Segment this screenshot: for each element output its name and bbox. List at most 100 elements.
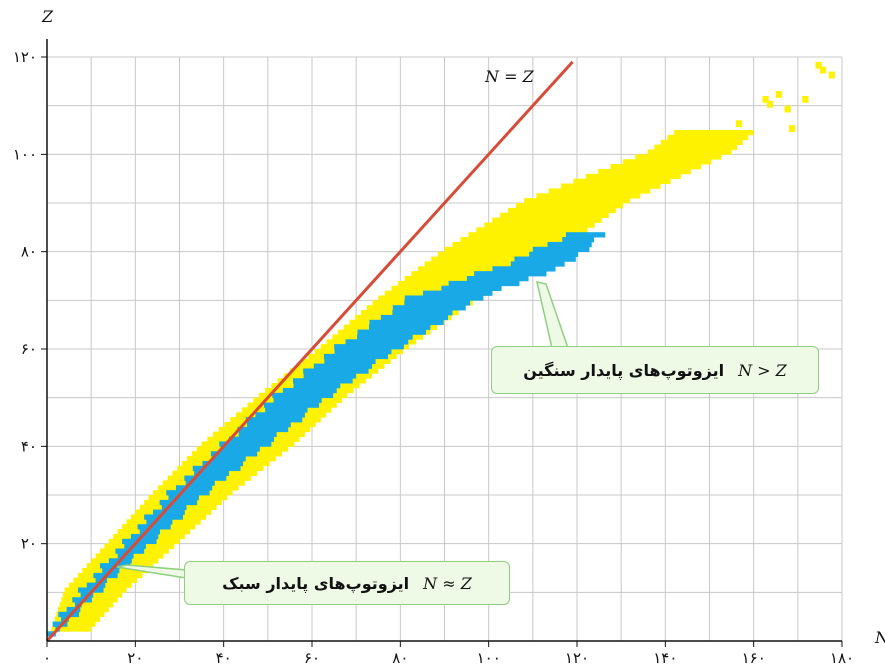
y-tick-label: ۸۰ — [21, 243, 37, 261]
isotope-band-blue-row — [466, 276, 529, 282]
isotope-band-blue-row — [293, 378, 353, 384]
isotope-band-blue-row — [369, 319, 444, 326]
isotope-band-yellow-row — [56, 611, 105, 618]
isotope-band-blue-row — [228, 436, 275, 442]
isotope-band-blue-row — [357, 329, 426, 335]
y-tick-label: ۴۰ — [21, 437, 37, 455]
isotope-band-blue-row — [313, 363, 373, 369]
light-isotopes-callout: ایزوتوپ‌های پایدار سبک N ≈ Z — [184, 561, 510, 605]
isotope-band-blue-row — [220, 446, 260, 452]
isotope-band-blue-row — [159, 499, 198, 506]
n-equals-z-line — [45, 60, 574, 643]
leader-heavy — [536, 281, 570, 349]
isotope-band-blue-row — [272, 392, 334, 399]
isotope-band-yellow-row — [654, 144, 738, 150]
light-isotopes-label: ایزوتوپ‌های پایدار سبک — [222, 573, 410, 593]
x-tick-label: ۱۲۰ — [565, 649, 589, 666]
isotope-band-blue-row — [441, 285, 502, 291]
isotope-band-blue-row — [263, 402, 320, 408]
isotope-band-blue-row — [282, 387, 337, 394]
isotope-point — [766, 100, 774, 108]
isotope-band-blue-row — [334, 344, 404, 350]
isotope-band-blue-row — [137, 524, 171, 530]
isotope-band-blue-row — [130, 533, 159, 540]
isotope-band-blue-row — [72, 597, 92, 603]
isotope-band-blue-row — [52, 621, 68, 627]
isotope-band-blue-row — [192, 465, 241, 472]
isotope-band-blue-row — [124, 543, 146, 549]
x-tick-label: ۱۸۰ — [830, 649, 854, 666]
isotope-band-blue-row — [184, 475, 227, 481]
isotope-band-blue-row — [185, 480, 215, 486]
isotope-band-yellow-row — [460, 237, 574, 243]
isotope-band-yellow-row — [524, 198, 630, 204]
isotope-band-yellow-row — [484, 222, 595, 228]
isotope-band-blue-row — [58, 611, 79, 618]
isotope-band-yellow-row — [674, 130, 754, 136]
isotope-band-yellow-row — [635, 154, 722, 160]
isotope-band-blue-row — [255, 412, 305, 418]
isotope-band-blue-row — [146, 519, 173, 525]
x-tick-label: ۲۰ — [127, 649, 143, 666]
isotope-band-yellow-row — [508, 207, 616, 214]
isotope-band-yellow-row — [476, 227, 588, 233]
isotope-band-blue-row — [293, 383, 341, 389]
isotope-band-yellow-row — [667, 134, 749, 141]
isotope-point — [784, 105, 791, 113]
isotope-band-blue-row — [153, 509, 185, 515]
y-axis-label: Z — [41, 7, 54, 26]
y-tick-label: ۱۰۰ — [13, 145, 37, 163]
isotope-band-blue-row — [529, 251, 579, 257]
isotope-band-blue-row — [474, 271, 547, 277]
isotope-band-blue-row — [219, 441, 272, 447]
isotope-point — [789, 125, 796, 132]
isotope-band-blue-row — [77, 587, 104, 593]
heavy-isotopes-callout: ایزوتوپ‌های پایدار سنگین N > Z — [491, 346, 819, 394]
isotope-band-yellow-row — [58, 606, 109, 613]
isotope-band-yellow-row — [500, 212, 609, 218]
isotope-band-yellow-row — [54, 616, 100, 622]
isotope-band-blue-row — [345, 339, 409, 345]
isotope-band-yellow-row — [51, 626, 92, 632]
isotope-point — [802, 95, 809, 103]
isotope-band-yellow-row — [437, 251, 552, 257]
isotope-band-blue-row — [368, 324, 431, 330]
heavy-isotopes-label: ایزوتوپ‌های پایدار سنگین — [523, 360, 725, 380]
x-tick-label: ۰ — [43, 649, 51, 666]
isotope-band-blue-row — [380, 314, 449, 321]
isotope-band-blue-row — [237, 426, 289, 433]
light-isotopes-relation: N ≈ Z — [423, 573, 472, 593]
isotope-band-blue-row — [565, 232, 606, 238]
axes — [46, 39, 842, 642]
isotope-point — [815, 61, 822, 69]
isotope-band-blue-row — [323, 353, 388, 360]
isotope-band-yellow-row — [647, 149, 732, 155]
isotope-band-blue-row — [562, 237, 595, 243]
isotope-band-yellow-row — [444, 246, 560, 253]
isotope-band-yellow-row — [516, 203, 623, 209]
isotope-band-blue-row — [303, 368, 369, 374]
isotope-band-blue-row — [139, 529, 161, 535]
isotope-band-blue-row — [448, 280, 520, 287]
tick-labels: ۰ ۲۰ ۴۰ ۶۰ ۸۰ ۱۰۰ ۱۲۰ ۱۴۰ ۱۶۰ ۱۸۰ ۲۰ ۴۰ ۶۰ ۸۰ ۱۰۰ ۱۲۰ — [13, 48, 854, 666]
isotope-band-blue-row — [66, 606, 81, 613]
isotope-point — [736, 120, 743, 128]
isotope-band-blue-row — [404, 300, 471, 306]
isotope-band-blue-row — [357, 334, 413, 340]
isotope-band-blue-row — [334, 349, 392, 355]
isotope-band-yellow-row — [585, 173, 681, 180]
x-tick-label: ۱۶۰ — [742, 649, 766, 666]
isotope-band-yellow-row — [622, 159, 712, 165]
isotope-band-blue-row — [166, 490, 210, 496]
x-tick-label: ۴۰ — [216, 649, 232, 666]
isotope-band-yellow-row — [548, 188, 651, 194]
isotope-band-yellow-row — [452, 241, 567, 248]
isotope-band-blue-row — [492, 266, 556, 272]
isotope-band-yellow-row — [53, 621, 96, 627]
isotope-band-blue-row — [212, 456, 246, 462]
data-bands — [47, 61, 835, 637]
isotope-band-blue-row — [514, 256, 576, 262]
isotope-band-yellow-row — [573, 178, 671, 184]
isotope-band-blue-row — [144, 514, 184, 520]
isotope-band-blue-row — [547, 241, 592, 248]
